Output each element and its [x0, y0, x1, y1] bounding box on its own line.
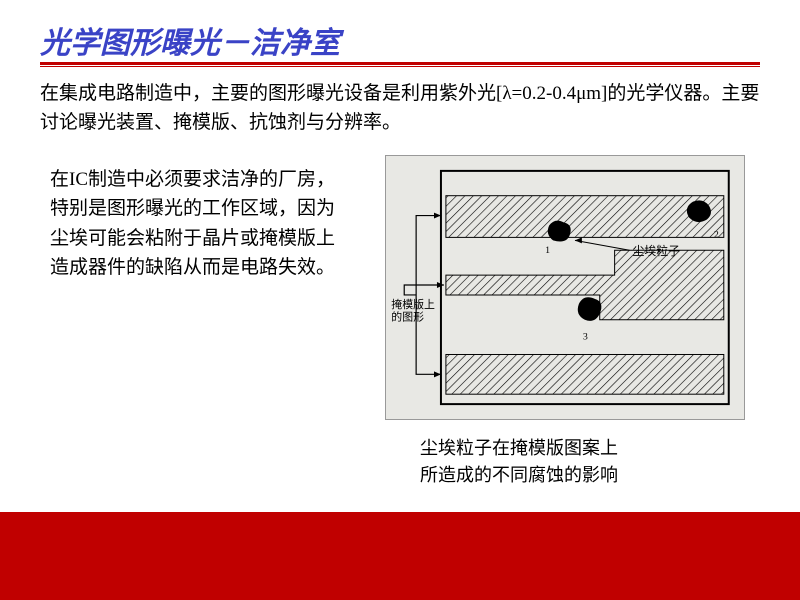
mask-dust-diagram: 1 2 3 尘埃粒子 掩模版上 的图形 [385, 155, 745, 420]
caption-line-2: 所造成的不同腐蚀的影响 [420, 462, 740, 489]
bottom-bar [0, 512, 800, 600]
intro-paragraph: 在集成电路制造中，主要的图形曝光设备是利用紫外光[λ=0.2-0.4μm]的光学… [40, 80, 760, 137]
title-underline [40, 62, 760, 68]
slide: 光学图形曝光－洁净室 在集成电路制造中，主要的图形曝光设备是利用紫外光[λ=0.… [0, 0, 800, 600]
diagram-caption: 尘埃粒子在掩模版图案上 所造成的不同腐蚀的影响 [420, 435, 740, 489]
marker-2: 2 [714, 229, 719, 240]
caption-line-1: 尘埃粒子在掩模版图案上 [420, 435, 740, 462]
marker-3: 3 [583, 332, 588, 343]
svg-text:掩模版上: 掩模版上 [391, 297, 435, 311]
marker-1: 1 [545, 245, 550, 256]
slide-title: 光学图形曝光－洁净室 [40, 18, 340, 62]
svg-text:的图形: 的图形 [391, 310, 424, 324]
body-paragraph: 在IC制造中必须要求洁净的厂房，特别是图形曝光的工作区域，因为尘埃可能会粘附于晶… [50, 165, 345, 283]
label-dust: 尘埃粒子 [632, 244, 680, 258]
